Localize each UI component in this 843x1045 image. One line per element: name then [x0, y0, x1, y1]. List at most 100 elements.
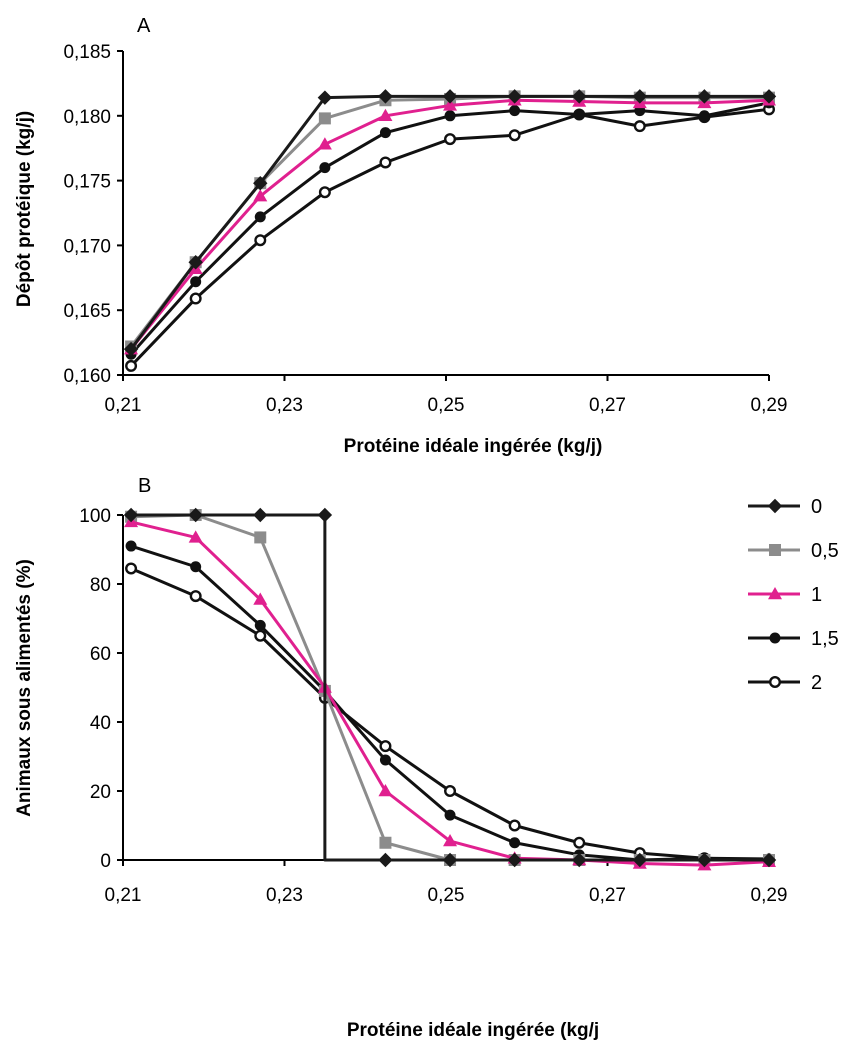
legend-marker — [769, 676, 782, 689]
data-point — [188, 530, 203, 543]
data-point — [253, 507, 268, 523]
x-tick-label: 0,23 — [266, 885, 303, 906]
data-point — [188, 507, 203, 523]
panel-b-x-axis-title: Protéine idéale ingérée (kg/j — [347, 1020, 599, 1041]
legend-item: 1,5 — [748, 628, 839, 650]
data-point — [254, 619, 266, 631]
data-point — [508, 819, 521, 832]
data-point — [442, 852, 458, 868]
panel-a-label: A — [137, 15, 151, 37]
data-point — [123, 341, 139, 357]
y-tick-label: 0,175 — [63, 172, 111, 193]
panel-a-axes: 0,160 0,165 0,170 0,175 0,180 0,185 0,21 0,23 0,… — [63, 42, 787, 416]
data-point — [253, 175, 268, 191]
data-point — [190, 276, 202, 288]
data-point — [379, 836, 392, 849]
x-tick-label: 0,29 — [751, 395, 788, 416]
series-1 — [124, 93, 776, 355]
data-point — [379, 127, 391, 139]
data-point — [379, 740, 392, 753]
y-tick-label: 60 — [90, 644, 111, 665]
series-line — [131, 513, 769, 862]
data-point — [318, 112, 331, 125]
data-point — [188, 255, 203, 270]
legend-label: 0 — [811, 496, 822, 518]
series-line — [129, 107, 770, 367]
data-point — [318, 186, 331, 199]
data-point — [378, 852, 393, 868]
data-point — [317, 137, 332, 150]
data-point — [189, 590, 202, 603]
data-point — [761, 852, 777, 868]
data-point — [697, 852, 712, 868]
panel-b-axes: 0 20 40 60 80 100 0,21 0,23 0,25 0,27 0,29 — [79, 506, 787, 906]
panel-a-series — [123, 89, 777, 372]
legend-label: 1,5 — [811, 628, 839, 650]
data-point — [190, 561, 202, 573]
data-point — [317, 90, 333, 105]
x-tick-label: 0,29 — [751, 885, 788, 906]
data-point — [378, 108, 393, 122]
data-point — [444, 809, 456, 821]
x-tick-label: 0,21 — [105, 885, 142, 906]
data-point — [319, 162, 331, 174]
data-point — [572, 852, 587, 868]
data-point — [444, 785, 457, 798]
data-point — [189, 292, 202, 305]
legend-marker — [768, 587, 782, 600]
legend-item: 1 — [748, 584, 822, 606]
data-point — [507, 89, 522, 104]
data-point — [125, 562, 138, 575]
y-tick-label: 40 — [90, 713, 111, 734]
y-tick-label: 80 — [90, 575, 111, 596]
panel-b-y-axis-title: Animaux sous alimentés (%) — [14, 559, 35, 817]
legend-label: 2 — [811, 672, 822, 694]
data-point — [698, 110, 710, 122]
data-point — [317, 507, 333, 523]
panel-a-x-axis-title: Protéine idéale ingérée (kg/j) — [344, 436, 603, 457]
data-point — [254, 211, 266, 223]
data-point — [572, 89, 587, 104]
series-1-5 — [125, 540, 775, 866]
data-point — [378, 89, 393, 104]
x-tick-label: 0,27 — [589, 395, 626, 416]
data-point — [573, 836, 586, 849]
panel-b-label: B — [138, 475, 151, 497]
data-point — [379, 156, 392, 169]
y-tick-label: 0,180 — [63, 107, 111, 128]
data-point — [444, 133, 457, 146]
data-point — [697, 89, 712, 104]
data-point — [254, 234, 267, 247]
panel-a-chart: A 0,160 0,165 0,170 0,175 0,180 0,185 0,21 0,23… — [14, 15, 787, 457]
data-point — [632, 852, 648, 868]
legend-marker — [767, 498, 783, 514]
data-point — [253, 189, 268, 202]
data-point — [632, 89, 648, 104]
data-point — [123, 507, 139, 523]
x-tick-label: 0,25 — [428, 885, 465, 906]
data-point — [253, 592, 268, 605]
legend-item: 0 — [748, 496, 822, 518]
data-point — [254, 531, 267, 544]
data-point — [633, 120, 646, 133]
x-tick-label: 0,21 — [105, 395, 142, 416]
data-point — [761, 89, 777, 104]
data-point — [125, 540, 137, 552]
data-point — [125, 359, 138, 372]
series-0 — [123, 89, 777, 357]
x-tick-label: 0,23 — [266, 395, 303, 416]
panel-a-y-axis-title: Dépôt protéique (kg/j) — [14, 111, 35, 307]
panel-b-series — [123, 507, 777, 871]
data-point — [509, 105, 521, 117]
legend-marker — [769, 632, 781, 644]
legend-item: 0,5 — [748, 540, 839, 562]
data-point — [443, 98, 458, 111]
legend-label: 0,5 — [811, 540, 839, 562]
legend-marker — [769, 544, 781, 556]
series-0-5 — [125, 90, 775, 353]
series-0 — [123, 507, 777, 868]
panel-b-legend: 0 0,5 1 1,5 2 — [748, 496, 839, 694]
y-tick-label: 20 — [90, 782, 111, 803]
